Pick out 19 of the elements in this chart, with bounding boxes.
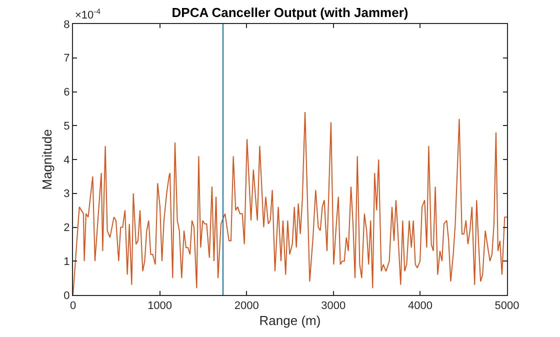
y-tick-label: 7 xyxy=(64,52,70,65)
x-tick-label: 5000 xyxy=(494,300,520,312)
x-tick-label: 2000 xyxy=(234,300,259,312)
y-tick-label: 5 xyxy=(64,120,70,132)
y-axis-title: Magnitude xyxy=(40,129,55,190)
x-tick-label: 1000 xyxy=(148,300,172,312)
line-series xyxy=(73,112,507,295)
y-tick-label: 2 xyxy=(64,222,70,234)
y-tick-label: 4 xyxy=(64,154,70,166)
x-tick-label: 4000 xyxy=(408,300,432,312)
x-tick-label: 3000 xyxy=(321,300,346,312)
y-tick-label: 6 xyxy=(64,86,70,99)
x-axis-title: Range (m) xyxy=(259,312,321,328)
chart-title: DPCA Canceller Output (with Jammer) xyxy=(172,5,408,20)
y-tick-label: 1 xyxy=(64,256,70,268)
y-tick-label: 3 xyxy=(64,188,70,200)
y-tick-label: 0 xyxy=(64,290,70,302)
y-tick-label: 8 xyxy=(64,18,70,31)
text: ×10$^{-4}$ xyxy=(75,7,102,22)
